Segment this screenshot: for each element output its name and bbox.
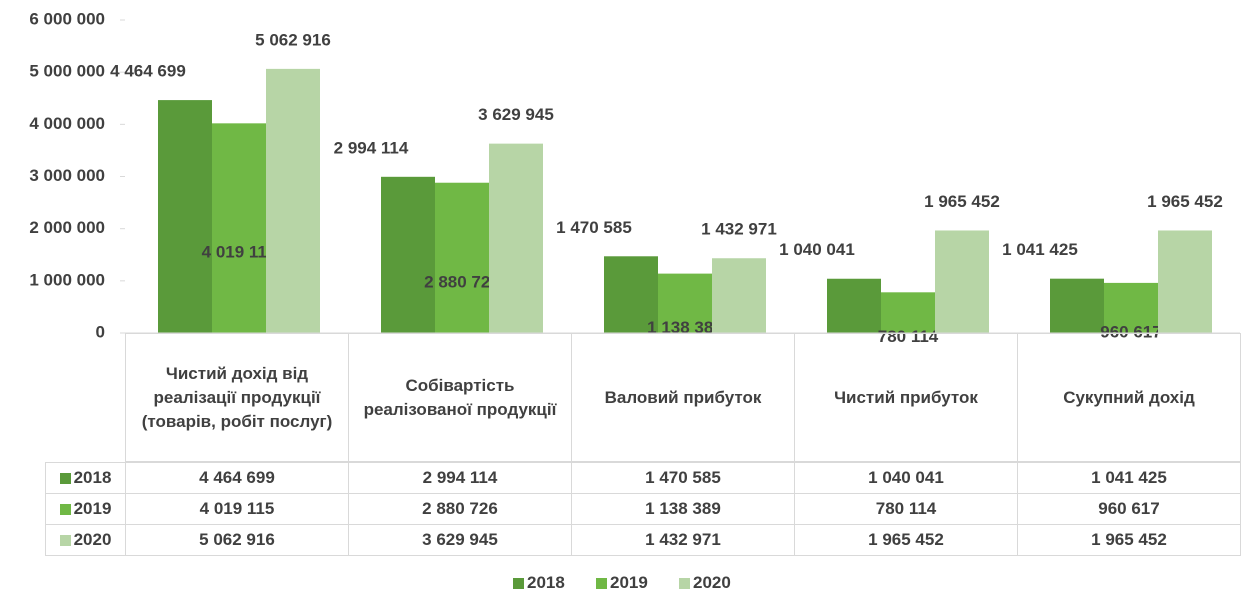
table-header: Чистий прибуток [794,333,1018,462]
table-cell: 4 019 115 [125,493,349,525]
data-label: 1 040 041 [779,240,855,259]
data-label: 1 138 389 [647,318,723,337]
bar [712,258,766,333]
bar [212,123,266,333]
table-cell: 5 062 916 [125,524,349,556]
y-tick-label: 4 000 000 [29,114,105,133]
bar [827,278,881,333]
legend-label: 2018 [527,573,565,592]
table-header: Собівартість реалізованої продукції [348,333,572,462]
table-cell: 1 040 041 [794,462,1018,494]
data-label: 1 041 425 [1002,240,1078,259]
y-tick-label: 3 000 000 [29,166,105,185]
y-tick-label: 6 000 000 [29,9,105,28]
y-tick-label: 0 [96,322,105,341]
row-label: 2018 [73,468,112,487]
row-label: 2019 [73,499,112,518]
bar [435,182,489,333]
bar [604,256,658,333]
legend-swatch [59,503,71,515]
legend-item: 2020 [679,573,731,593]
table-cell: 1 432 971 [571,524,795,556]
legend-swatch [596,577,607,589]
data-label: 1 432 971 [701,220,777,239]
table-cell: 2 880 726 [348,493,572,525]
bar [158,100,212,333]
data-label: 4 019 115 [202,243,277,262]
y-tick-label: 1 000 000 [29,270,105,289]
table-header: Чистий дохід від реалізації продукції (т… [125,333,349,462]
legend-label: 2020 [693,573,731,592]
table-header: Сукупний дохід [1017,333,1241,462]
legend-swatch [59,534,71,546]
data-label: 2 994 114 [334,138,409,157]
legend-swatch [59,472,71,484]
table-cell: 1 041 425 [1017,462,1241,494]
bar [881,292,935,333]
table-header: Валовий прибуток [571,333,795,462]
legend-swatch [513,577,524,589]
legend-label: 2019 [610,573,648,592]
bar [489,143,543,333]
bar [1104,282,1158,333]
y-tick-label: 2 000 000 [29,218,105,237]
bar [381,176,435,333]
legend-item: 2019 [596,573,648,593]
table-cell: 1 138 389 [571,493,795,525]
table-cell: 1 965 452 [794,524,1018,556]
bar [1158,230,1212,333]
table-cell: 1 965 452 [1017,524,1241,556]
data-label: 1 965 452 [924,192,1000,211]
bar [935,230,989,333]
bar [658,273,712,333]
table-row-label: 2020 [45,524,126,556]
table-row-label: 2019 [45,493,126,525]
data-label: 5 062 916 [255,30,331,49]
table-cell: 960 617 [1017,493,1241,525]
data-label: 1 965 452 [1147,192,1223,211]
data-label: 3 629 945 [478,105,554,124]
table-cell: 3 629 945 [348,524,572,556]
table-cell: 780 114 [794,493,1018,525]
data-label: 2 880 726 [424,272,500,291]
data-label: 780 114 [878,327,939,346]
data-label: 960 617 [1100,322,1161,341]
legend-swatch [679,577,690,589]
bar [1050,278,1104,333]
table-cell: 2 994 114 [348,462,572,494]
bar [266,68,320,333]
table-cell: 4 464 699 [125,462,349,494]
table-row-label: 2018 [45,462,126,494]
data-label: 4 464 699 [110,62,186,81]
data-label: 1 470 585 [556,218,632,237]
row-label: 2020 [73,530,112,549]
table-cell: 1 470 585 [571,462,795,494]
y-tick-label: 5 000 000 [29,62,105,81]
legend-item: 2018 [513,573,565,593]
